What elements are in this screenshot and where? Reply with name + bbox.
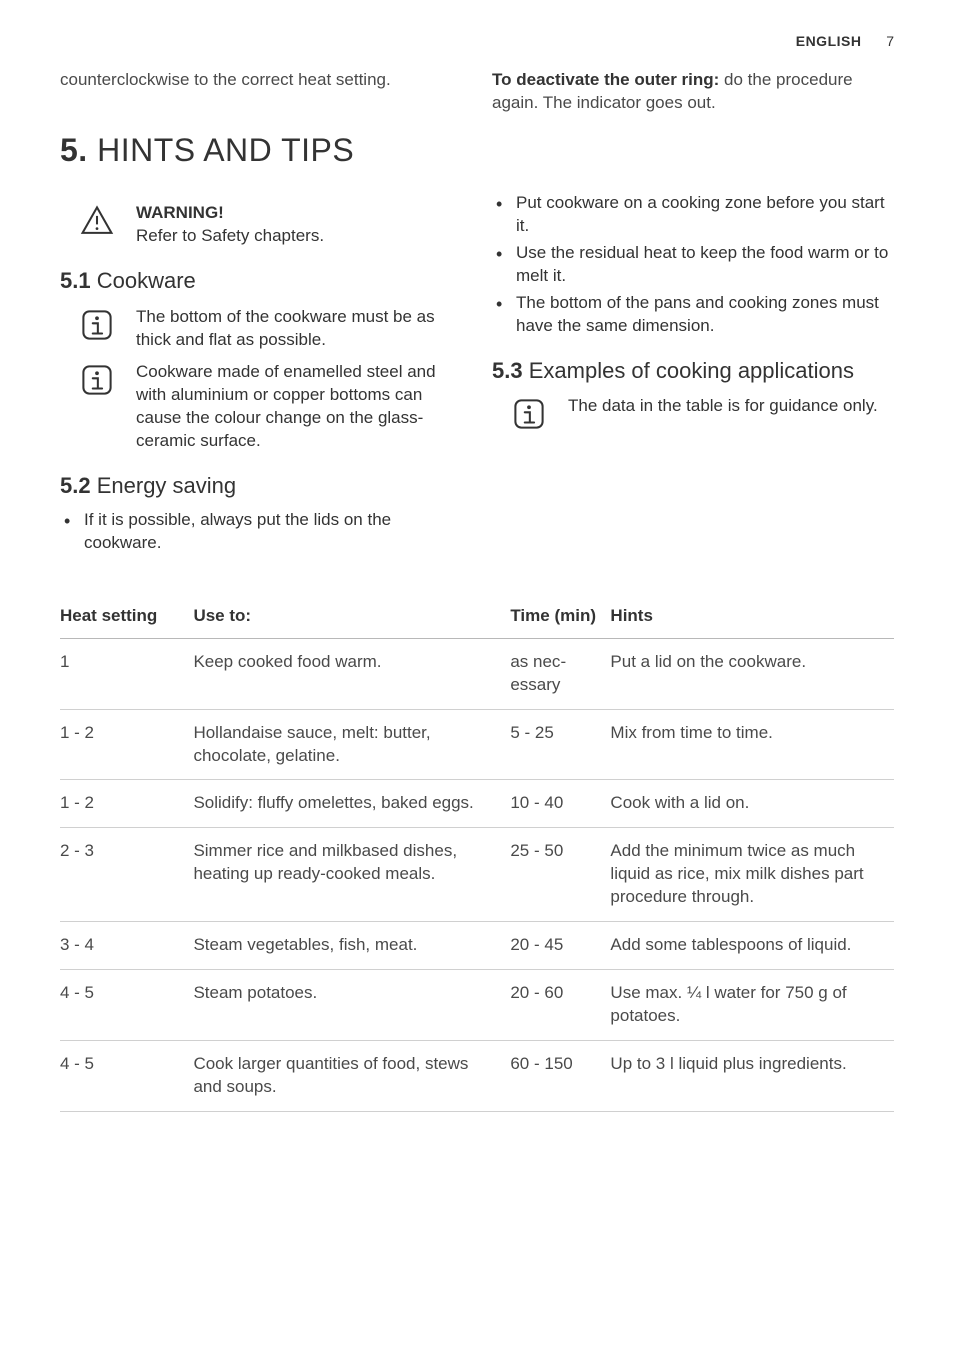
info-block-1: The bottom of the cookware must be as th… bbox=[80, 306, 462, 352]
chapter-title: HINTS AND TIPS bbox=[97, 132, 354, 168]
cell-time: 5 - 25 bbox=[510, 709, 610, 780]
main-columns: WARNING! Refer to Safety chapters. 5.1 C… bbox=[60, 192, 894, 559]
cooking-applications-table: Heat setting Use to: Time (min) Hints 1K… bbox=[60, 595, 894, 1112]
table-row: 1 - 2Solidify: fluffy omelettes, baked e… bbox=[60, 780, 894, 828]
section-5-1-num: 5.1 bbox=[60, 268, 91, 293]
section-5-2-heading: 5.2 Energy saving bbox=[60, 471, 462, 501]
info-text-1: The bottom of the cookware must be as th… bbox=[136, 306, 462, 352]
cell-use: Solidify: fluffy omelettes, baked eggs. bbox=[193, 780, 510, 828]
info-icon bbox=[80, 306, 120, 352]
page-header: ENGLISH 7 bbox=[60, 30, 894, 53]
info-block-2: Cookware made of enamelled steel and wit… bbox=[80, 361, 462, 453]
cell-heat: 3 - 4 bbox=[60, 922, 193, 970]
cell-hints: Mix from time to time. bbox=[610, 709, 894, 780]
page-number: 7 bbox=[886, 33, 894, 49]
cell-heat: 4 - 5 bbox=[60, 970, 193, 1041]
cell-hints: Use max. ¼ l water for 750 g of potatoes… bbox=[610, 970, 894, 1041]
cell-time: 60 - 150 bbox=[510, 1041, 610, 1112]
table-row: 4 - 5Cook larger quantities of food, ste… bbox=[60, 1041, 894, 1112]
cell-hints: Put a lid on the cookware. bbox=[610, 638, 894, 709]
section-5-1-title: Cookware bbox=[97, 268, 196, 293]
warning-block: WARNING! Refer to Safety chapters. bbox=[80, 202, 462, 248]
section-5-1-heading: 5.1 Cookware bbox=[60, 266, 462, 296]
cell-time: 20 - 45 bbox=[510, 922, 610, 970]
continuation-left: counterclockwise to the correct heat set… bbox=[60, 69, 462, 92]
cell-hints: Up to 3 l liquid plus ingredi­ents. bbox=[610, 1041, 894, 1112]
list-item: The bottom of the pans and cooking zones… bbox=[492, 292, 894, 338]
list-item: Put cookware on a cooking zone before yo… bbox=[492, 192, 894, 238]
energy-saving-bullets-right: Put cookware on a cooking zone before yo… bbox=[492, 192, 894, 338]
cell-use: Keep cooked food warm. bbox=[193, 638, 510, 709]
continuation-right: To deactivate the outer ring: do the pro… bbox=[492, 69, 894, 115]
cell-hints: Add some tablespoons of liq­uid. bbox=[610, 922, 894, 970]
cell-heat: 2 - 3 bbox=[60, 828, 193, 922]
section-5-3-title: Examples of cooking applications bbox=[529, 358, 854, 383]
table-row: 2 - 3Simmer rice and milkbased dishes, h… bbox=[60, 828, 894, 922]
table-row: 1 - 2Hollandaise sauce, melt: but­ter, c… bbox=[60, 709, 894, 780]
cell-hints: Cook with a lid on. bbox=[610, 780, 894, 828]
top-continuation: counterclockwise to the correct heat set… bbox=[60, 69, 894, 119]
cell-use: Steam potatoes. bbox=[193, 970, 510, 1041]
chapter-heading: 5. HINTS AND TIPS bbox=[60, 129, 894, 172]
cell-use: Hollandaise sauce, melt: but­ter, chocol… bbox=[193, 709, 510, 780]
chapter-number: 5. bbox=[60, 132, 88, 168]
cell-heat: 1 bbox=[60, 638, 193, 709]
info-text-3: The data in the table is for guidance on… bbox=[568, 395, 894, 438]
info-block-3: The data in the table is for guidance on… bbox=[512, 395, 894, 438]
energy-saving-bullets-left: If it is possible, always put the lids o… bbox=[60, 509, 462, 555]
cell-use: Simmer rice and milkbased dishes, heatin… bbox=[193, 828, 510, 922]
cell-use: Steam vegetables, fish, meat. bbox=[193, 922, 510, 970]
section-5-2-title: Energy saving bbox=[97, 473, 236, 498]
language-label: ENGLISH bbox=[796, 33, 862, 49]
section-5-3-heading: 5.3 Examples of cooking applications bbox=[492, 356, 894, 386]
deactivate-bold: To deactivate the outer ring: bbox=[492, 70, 719, 89]
cell-time: 20 - 60 bbox=[510, 970, 610, 1041]
cell-time: 10 - 40 bbox=[510, 780, 610, 828]
info-icon bbox=[512, 395, 552, 438]
col-header-heat: Heat setting bbox=[60, 595, 193, 638]
left-column: WARNING! Refer to Safety chapters. 5.1 C… bbox=[60, 192, 462, 559]
list-item: If it is possible, always put the lids o… bbox=[60, 509, 462, 555]
cell-time: as nec­essary bbox=[510, 638, 610, 709]
warning-text: Refer to Safety chapters. bbox=[136, 225, 462, 248]
table-row: 1Keep cooked food warm.as nec­essaryPut … bbox=[60, 638, 894, 709]
col-header-hints: Hints bbox=[610, 595, 894, 638]
cell-hints: Add the minimum twice as much liquid as … bbox=[610, 828, 894, 922]
table-row: 4 - 5Steam potatoes.20 - 60Use max. ¼ l … bbox=[60, 970, 894, 1041]
table-header-row: Heat setting Use to: Time (min) Hints bbox=[60, 595, 894, 638]
info-text-2: Cookware made of enamelled steel and wit… bbox=[136, 361, 462, 453]
table-row: 3 - 4Steam vegetables, fish, meat.20 - 4… bbox=[60, 922, 894, 970]
col-header-use: Use to: bbox=[193, 595, 510, 638]
cell-heat: 1 - 2 bbox=[60, 709, 193, 780]
list-item: Use the residual heat to keep the food w… bbox=[492, 242, 894, 288]
warning-icon bbox=[80, 202, 120, 248]
cell-heat: 1 - 2 bbox=[60, 780, 193, 828]
warning-heading: WARNING! bbox=[136, 202, 462, 225]
cell-heat: 4 - 5 bbox=[60, 1041, 193, 1112]
info-icon bbox=[80, 361, 120, 453]
section-5-3-num: 5.3 bbox=[492, 358, 523, 383]
section-5-2-num: 5.2 bbox=[60, 473, 91, 498]
cell-use: Cook larger quantities of food, stews an… bbox=[193, 1041, 510, 1112]
right-column: Put cookware on a cooking zone before yo… bbox=[492, 192, 894, 559]
cell-time: 25 - 50 bbox=[510, 828, 610, 922]
col-header-time: Time (min) bbox=[510, 595, 610, 638]
